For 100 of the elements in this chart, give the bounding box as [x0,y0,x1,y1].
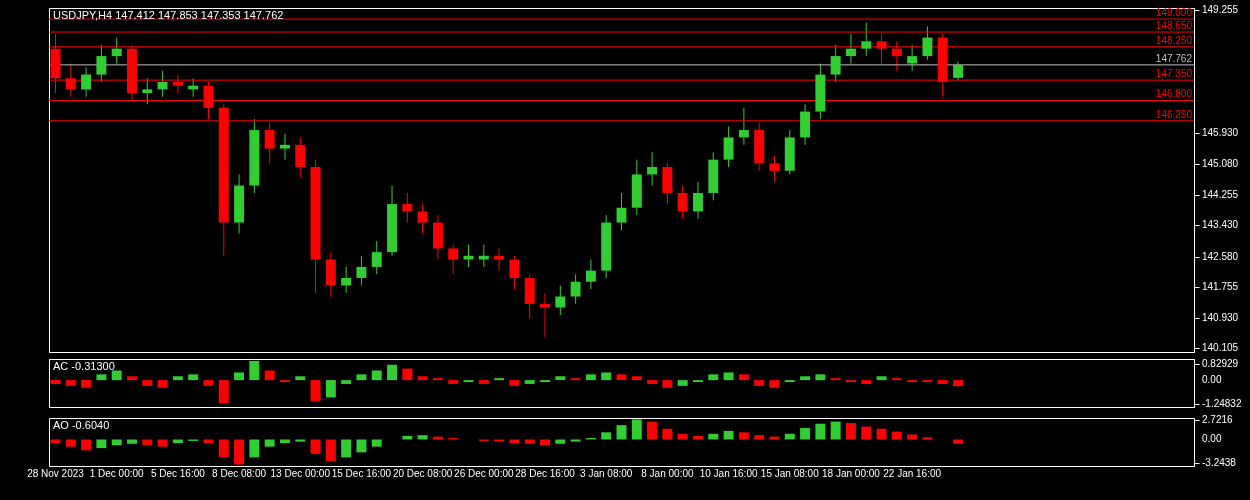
bar [540,439,550,446]
y-tick-label: 0.00 [1202,374,1222,386]
bar [50,380,61,384]
y-tick-label: -3.2438 [1202,456,1237,468]
bar [738,374,749,381]
y-tick-label: 2.7216 [1202,413,1234,425]
x-tick-label: 20 Dec 08:00 [392,467,453,479]
bar [478,380,489,384]
x-tick-label: 15 Jan 08:00 [760,467,820,479]
bar [754,380,765,386]
bar [127,376,137,381]
candlestick [295,136,306,179]
bar [371,439,382,447]
x-tick-label: 10 Jan 16:00 [699,467,758,479]
y-tick-label: 0.00 [1202,433,1222,445]
candlestick [157,70,168,98]
bar [631,376,642,381]
bar [356,374,367,381]
x-tick-label: 15 Dec 16:00 [331,467,392,479]
bar [111,370,122,381]
bar [647,380,658,384]
bar [341,439,352,458]
y-tick-label: 141.755 [1202,281,1239,293]
candlestick [769,155,780,183]
ref-line-label: 147.350 [1155,68,1193,80]
candlestick [81,66,92,98]
bar [65,439,76,447]
bar [295,439,306,442]
bar [800,428,811,440]
candlestick [509,255,520,290]
bar [402,368,413,381]
y-tick-label: 0.82929 [1202,358,1239,370]
bar [524,439,535,444]
candlestick [738,107,749,146]
candlestick [264,122,275,164]
bar [111,439,122,446]
bar [264,439,275,447]
bar [295,376,306,381]
candlestick [570,273,581,305]
bar [234,439,245,465]
bar [662,380,673,388]
bar [631,419,642,440]
candlestick [371,240,382,275]
x-tick-label: 5 Dec 16:00 [150,467,206,479]
ref-line-label: 146.800 [1155,88,1193,100]
bar [218,439,229,458]
bar [325,439,336,461]
bar [570,439,581,442]
y-tick-label: 140.930 [1202,311,1239,323]
bar [96,374,107,381]
x-tick-label: 13 Dec 00:00 [270,467,331,479]
bar [524,380,535,384]
ref-line-label: 148.250 [1155,34,1193,46]
bar [203,380,214,386]
y-tick-label: 145.930 [1202,126,1239,138]
bar [907,434,918,440]
bar [172,376,183,381]
y-tick-label: 144.255 [1202,188,1239,200]
bar [494,439,505,442]
candlestick [341,266,352,294]
bar [65,380,76,386]
candlestick [647,151,658,187]
bar [249,439,260,458]
x-tick-label: 28 Nov 2023 [27,467,85,479]
chart-title: AO -0.6040 [53,419,110,431]
candlestick [830,44,841,83]
x-tick-label: 1 Dec 00:00 [89,467,145,479]
candlestick [463,244,474,268]
bar [555,439,566,444]
candlestick [111,37,122,64]
candlestick [677,185,688,220]
bar [310,439,321,454]
bar [876,376,887,381]
y-tick-label: -1.24832 [1202,398,1242,410]
bar [800,376,811,381]
bar [157,439,168,447]
x-tick-label: 3 Jan 08:00 [580,467,633,479]
bar [142,439,153,446]
bar [188,374,199,381]
x-tick-label: 18 Jan 00:00 [822,467,881,479]
bar [723,430,734,440]
bar [861,380,872,384]
bar [157,380,168,388]
bar [142,380,153,386]
bar [723,372,734,381]
bar [341,380,352,384]
x-tick-label: 8 Dec 08:00 [212,467,267,479]
bar [662,428,673,440]
candlestick [953,61,964,81]
bar [769,380,780,388]
bar [509,439,520,444]
y-tick-label: 140.105 [1202,342,1239,354]
candlestick [448,244,459,275]
ref-line-label: 147.762 [1155,52,1193,64]
ref-line-label: 146.250 [1155,108,1193,120]
x-tick-label: 22 Jan 16:00 [883,467,942,479]
bar [509,380,520,386]
y-tick-label: 145.080 [1202,158,1239,170]
candlestick [279,133,290,161]
bar [81,380,92,388]
